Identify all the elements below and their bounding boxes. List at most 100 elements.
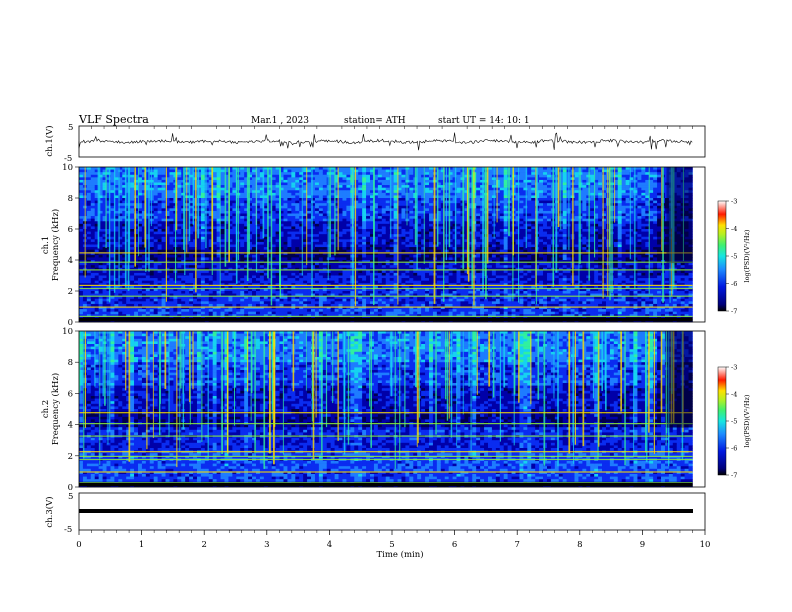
spec-cell — [322, 169, 328, 173]
spec-cell — [165, 278, 170, 281]
spec-cell — [137, 231, 143, 235]
spec-cell — [216, 192, 221, 196]
spec-cell — [377, 208, 383, 212]
spec-cell — [169, 249, 174, 253]
spec-cell — [228, 216, 233, 219]
spec-cell — [141, 218, 147, 222]
spec-cell — [130, 314, 135, 318]
spec-cell — [283, 262, 288, 266]
spec-cell — [366, 272, 371, 276]
spec-cell — [165, 239, 170, 243]
spec-cell — [193, 291, 198, 294]
spec-cell — [228, 190, 233, 194]
spec-cell — [110, 221, 115, 225]
spec-cell — [216, 221, 221, 225]
spec-cell — [177, 293, 182, 297]
spec-cell — [291, 210, 296, 214]
spec-cell — [153, 278, 158, 281]
spec-cell — [185, 198, 190, 201]
spec-cell — [86, 200, 92, 204]
spec-cell — [208, 288, 213, 292]
spec-cell — [153, 262, 158, 266]
spec-cell — [299, 231, 304, 235]
spec-cell — [153, 234, 158, 238]
spec-cell — [204, 187, 210, 191]
spec-cell — [82, 278, 88, 281]
spec-cell — [346, 221, 351, 225]
spec-cell — [283, 216, 288, 219]
spec-cell — [157, 311, 162, 315]
spec-cell — [149, 174, 155, 178]
spec-cell — [193, 296, 198, 300]
spec-cell — [200, 265, 206, 269]
spec-cell — [224, 167, 229, 170]
spec-cell — [134, 267, 139, 271]
spec-cell — [208, 301, 213, 305]
spec-cell — [358, 185, 363, 188]
spec-cell — [255, 278, 261, 281]
spec-cell — [381, 208, 387, 212]
spec-cell — [181, 314, 186, 318]
spec-cell — [149, 247, 155, 250]
spec-cell — [322, 177, 328, 181]
spec-cell — [134, 309, 139, 312]
spec-cell — [244, 309, 249, 312]
spec-cell — [145, 285, 151, 289]
spec-cell — [153, 198, 158, 201]
spec-cell — [181, 303, 186, 307]
spec-cell — [220, 298, 225, 302]
spec-cell — [358, 169, 363, 173]
spec-cell — [366, 244, 371, 248]
spec-cell — [248, 270, 253, 274]
spec-cell — [94, 221, 99, 225]
spec-cell — [338, 257, 343, 261]
spec-cell — [137, 182, 143, 186]
spec-cell — [161, 218, 166, 222]
spec-cell — [149, 254, 155, 258]
spec-cell — [110, 280, 115, 284]
spec-cell — [307, 275, 312, 279]
spec-cell — [322, 167, 328, 170]
spec-cell — [220, 218, 225, 222]
spec-cell — [381, 231, 387, 235]
spec-cell — [169, 182, 174, 186]
spec-cell — [377, 185, 383, 188]
spec-cell — [122, 278, 127, 281]
spec-cell — [157, 270, 162, 274]
spec-cell — [220, 265, 225, 269]
spec-cell — [299, 301, 304, 305]
spec-cell — [216, 301, 221, 305]
spec-cell — [307, 301, 312, 305]
spec-cell — [86, 280, 92, 284]
spec-cell — [157, 288, 162, 292]
spec-cell — [177, 291, 182, 294]
spec-cell — [252, 167, 257, 170]
spec-cell — [283, 311, 288, 315]
spec-cell — [405, 172, 410, 176]
spec-cell — [287, 278, 292, 281]
spec-cell — [94, 198, 99, 201]
spec-cell — [259, 311, 265, 315]
spec-cell — [362, 291, 367, 294]
spec-cell — [224, 236, 229, 240]
spec-cell — [185, 179, 190, 183]
spec-cell — [212, 291, 217, 294]
spec-cell — [350, 303, 355, 307]
spec-cell — [240, 244, 245, 248]
spec-cell — [98, 247, 103, 250]
spec-cell — [137, 283, 143, 287]
spec-cell — [377, 257, 383, 261]
spec-cell — [314, 182, 320, 186]
spec-cell — [295, 278, 300, 281]
spec-cell — [173, 283, 178, 287]
spec-cell — [240, 298, 245, 302]
spec-cell — [200, 272, 206, 276]
spec-cell — [224, 198, 229, 201]
spec-cell — [295, 187, 300, 191]
spec-cell — [232, 267, 237, 271]
spec-cell — [212, 210, 217, 214]
spec-cell — [149, 285, 155, 289]
spec-cell — [204, 218, 210, 222]
spec-cell — [385, 167, 390, 170]
spec-cell — [240, 192, 245, 196]
